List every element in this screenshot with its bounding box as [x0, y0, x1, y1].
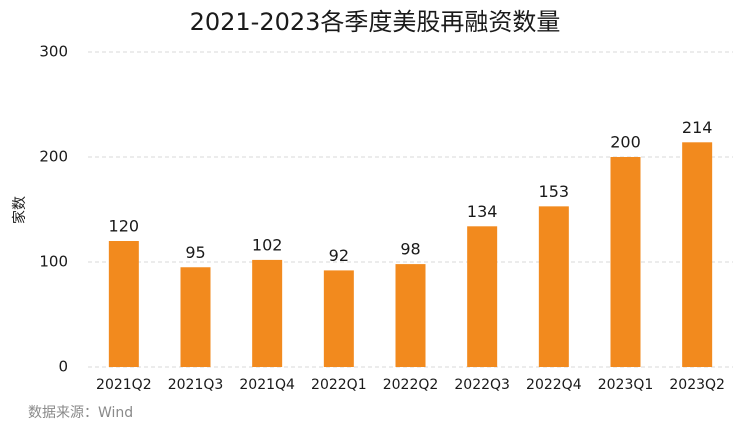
- value-label: 92: [329, 246, 349, 265]
- x-tick-label: 2023Q2: [669, 377, 725, 393]
- x-tick-label: 2021Q3: [168, 377, 224, 393]
- value-label: 120: [109, 217, 140, 236]
- bar: [180, 267, 211, 367]
- chart-title: 2021-2023各季度美股再融资数量: [190, 8, 561, 36]
- x-tick-label: 2022Q2: [383, 377, 439, 393]
- value-label: 102: [252, 235, 283, 254]
- value-label: 200: [610, 133, 641, 152]
- y-tick-label: 100: [39, 253, 68, 271]
- value-label: 134: [467, 202, 498, 221]
- y-axis-label: 家数: [11, 196, 28, 224]
- bar: [467, 226, 498, 367]
- bar: [538, 206, 569, 367]
- bar: [108, 241, 139, 367]
- bar: [252, 259, 283, 367]
- x-tick-label: 2022Q3: [454, 377, 510, 393]
- bar: [682, 142, 713, 367]
- x-tick-label: 2022Q4: [526, 377, 582, 393]
- bar: [395, 264, 426, 367]
- y-tick-label: 200: [39, 148, 68, 166]
- value-label: 95: [185, 243, 205, 262]
- bar: [323, 270, 354, 367]
- x-tick-label: 2022Q1: [311, 377, 367, 393]
- x-tick-label: 2021Q4: [239, 377, 295, 393]
- value-label: 98: [400, 240, 420, 259]
- y-tick-label: 0: [58, 358, 68, 376]
- y-tick-label: 300: [39, 43, 68, 61]
- value-label: 153: [539, 182, 570, 201]
- x-tick-label: 2021Q2: [96, 377, 152, 393]
- bar: [610, 157, 641, 367]
- x-tick-label: 2023Q1: [598, 377, 654, 393]
- value-label: 214: [682, 118, 713, 137]
- source: 数据来源：Wind: [28, 405, 133, 421]
